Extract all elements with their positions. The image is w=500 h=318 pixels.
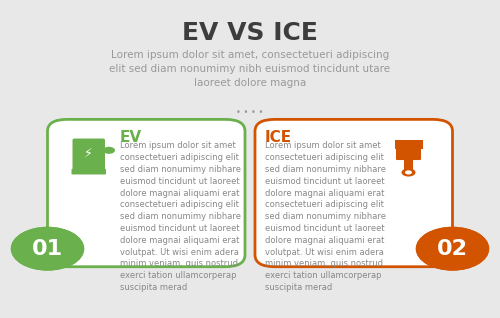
FancyBboxPatch shape — [255, 119, 452, 267]
Circle shape — [103, 147, 115, 154]
Text: • • • •: • • • • — [236, 107, 264, 117]
Text: Lorem ipsum dolor sit amet
consectetueri adipiscing elit
sed diam nonumimy nibha: Lorem ipsum dolor sit amet consectetueri… — [265, 142, 386, 292]
Circle shape — [405, 170, 412, 175]
Text: ICE: ICE — [265, 130, 292, 145]
Circle shape — [12, 227, 84, 270]
Text: 01: 01 — [32, 239, 63, 259]
Circle shape — [12, 227, 84, 270]
FancyBboxPatch shape — [396, 148, 421, 160]
FancyBboxPatch shape — [404, 159, 413, 171]
Text: EV VS ICE: EV VS ICE — [182, 21, 318, 45]
Text: EV: EV — [120, 130, 142, 145]
FancyBboxPatch shape — [22, 234, 72, 264]
FancyBboxPatch shape — [72, 139, 105, 171]
FancyBboxPatch shape — [48, 119, 245, 267]
FancyBboxPatch shape — [395, 140, 422, 149]
Text: ⚡: ⚡ — [84, 147, 93, 160]
Circle shape — [402, 168, 415, 176]
Circle shape — [416, 227, 488, 270]
Text: 02: 02 — [437, 239, 468, 259]
Text: Lorem ipsum dolor sit amet
consectetueri adipiscing elit
sed diam nonumimy nibha: Lorem ipsum dolor sit amet consectetueri… — [120, 142, 241, 292]
Circle shape — [416, 227, 488, 270]
FancyBboxPatch shape — [72, 169, 106, 175]
Text: Lorem ipsum dolor sit amet, consectetueri adipiscing
elit sed diam nonumimy nibh: Lorem ipsum dolor sit amet, consectetuer… — [110, 50, 390, 88]
FancyBboxPatch shape — [428, 234, 478, 264]
